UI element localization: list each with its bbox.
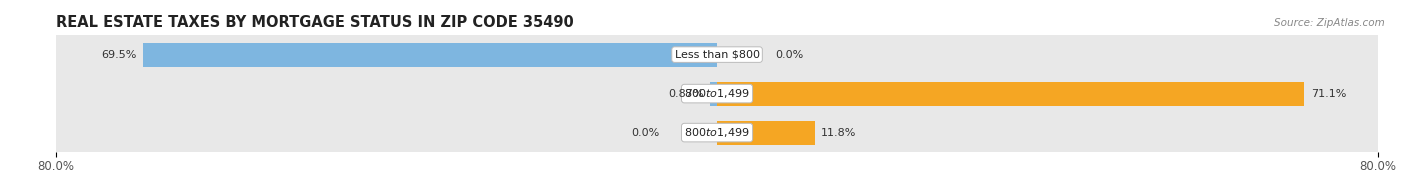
Text: $800 to $1,499: $800 to $1,499	[685, 126, 749, 139]
Bar	[56, 113, 1378, 152]
Text: REAL ESTATE TAXES BY MORTGAGE STATUS IN ZIP CODE 35490: REAL ESTATE TAXES BY MORTGAGE STATUS IN …	[56, 15, 574, 30]
Text: Less than $800: Less than $800	[675, 50, 759, 60]
Bar	[717, 121, 814, 145]
Bar	[143, 43, 717, 67]
Text: Source: ZipAtlas.com: Source: ZipAtlas.com	[1274, 18, 1385, 27]
Text: 69.5%: 69.5%	[101, 50, 136, 60]
Bar	[710, 82, 717, 106]
Text: 11.8%: 11.8%	[821, 128, 856, 138]
Bar	[717, 82, 1305, 106]
Text: 0.0%: 0.0%	[775, 50, 803, 60]
Text: 0.0%: 0.0%	[631, 128, 659, 138]
Text: $800 to $1,499: $800 to $1,499	[685, 87, 749, 100]
Text: 0.87%: 0.87%	[668, 89, 703, 99]
Bar	[56, 74, 1378, 113]
Bar	[56, 35, 1378, 74]
Text: 71.1%: 71.1%	[1310, 89, 1347, 99]
